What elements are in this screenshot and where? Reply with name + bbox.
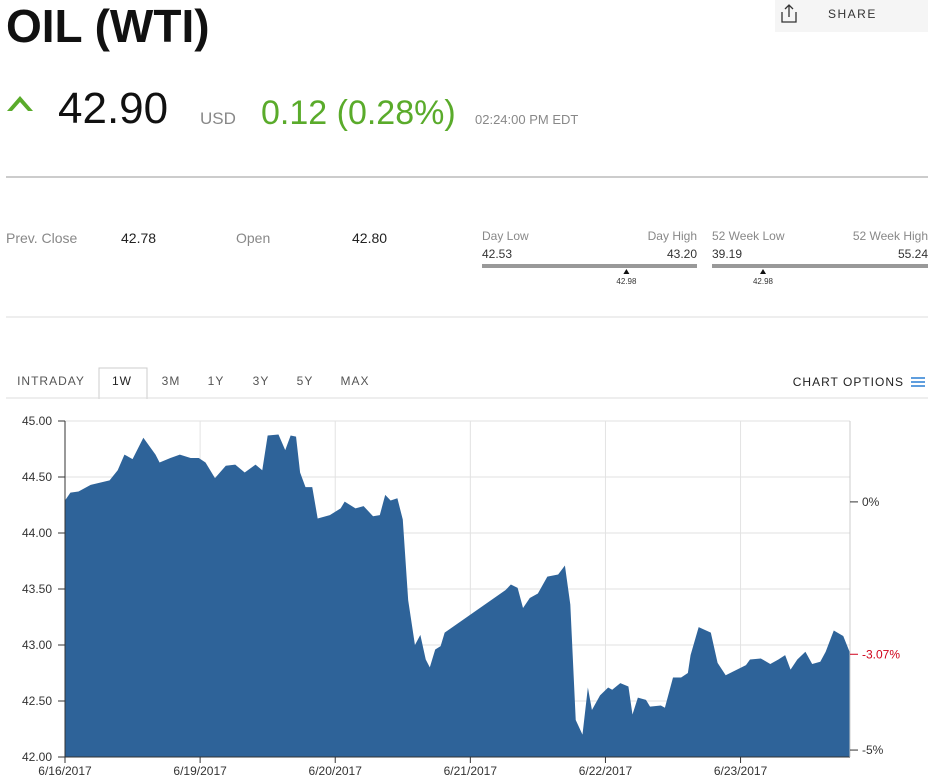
title: OIL (WTI) — [6, 0, 210, 52]
stat-value: 42.78 — [121, 230, 156, 246]
tab[interactable]: 3M — [162, 374, 181, 388]
currency: USD — [200, 109, 236, 128]
range-value: 55.24 — [898, 247, 928, 261]
tabs: INTRADAY 1W 3M 1Y 3Y 5Y MAX — [17, 367, 369, 399]
price: 42.90 — [58, 84, 168, 133]
x-tick-label: 6/19/2017 — [173, 764, 227, 778]
tab[interactable]: 1Y — [208, 374, 225, 388]
stat-label: Open — [236, 230, 270, 246]
y-tick-label: 44.00 — [22, 526, 52, 540]
x-tick-label: 6/23/2017 — [714, 764, 768, 778]
stat-label: Prev. Close — [6, 230, 78, 246]
chart-options-label: CHART OPTIONS — [793, 375, 904, 389]
share-bg — [775, 0, 928, 32]
range-marker — [760, 269, 767, 274]
range-value: 42.53 — [482, 247, 512, 261]
tab-label: 3M — [162, 374, 181, 388]
tab-label: 5Y — [297, 374, 314, 388]
range-label: 52 Week High — [853, 229, 928, 243]
tab[interactable]: INTRADAY — [17, 374, 85, 388]
tab-label: INTRADAY — [17, 374, 85, 388]
tab[interactable]: 1W — [98, 367, 148, 399]
y-tick-label: 43.50 — [22, 582, 52, 596]
tab[interactable]: 3Y — [253, 374, 270, 388]
range-marker-label: 42.98 — [753, 277, 774, 286]
x-tick-label: 6/16/2017 — [38, 764, 92, 778]
y2-marker-label: -3.07% — [862, 647, 900, 661]
time: 02:24:00 PM EDT — [475, 112, 578, 127]
change: 0.12 (0.28%) — [261, 94, 456, 132]
range-label: 52 Week Low — [712, 229, 785, 243]
tab[interactable]: 5Y — [297, 374, 314, 388]
y-tick-label: 44.50 — [22, 470, 52, 484]
range-value: 43.20 — [667, 247, 697, 261]
share-icon — [781, 4, 797, 23]
tab-label: 1W — [112, 374, 132, 388]
area — [65, 434, 850, 757]
range-label: Day Low — [482, 229, 529, 243]
chart: 42.00 42.50 43.00 43.50 44.00 44.50 45.00 6/16/… — [22, 414, 900, 778]
range-label: Day High — [648, 229, 697, 243]
y-tick-label: 42.50 — [22, 694, 52, 708]
stat-value: 42.80 — [352, 230, 387, 246]
range-bar — [712, 264, 928, 268]
tab[interactable]: MAX — [340, 374, 369, 388]
share-label: SHARE — [828, 7, 877, 21]
tab-label: 1Y — [208, 374, 225, 388]
chart-options[interactable]: CHART OPTIONS — [793, 375, 925, 389]
menu-icon — [911, 377, 925, 387]
range-bar — [482, 264, 697, 268]
y-tick-label: 43.00 — [22, 638, 52, 652]
ranges: Day Low Day High 42.53 43.20 42.98 52 Week Lo… — [482, 229, 928, 286]
x-tick-label: 6/21/2017 — [444, 764, 498, 778]
tab-active-border — [98, 367, 148, 399]
y-tick-label: 45.00 — [22, 414, 52, 428]
range-marker-label: 42.98 — [616, 277, 637, 286]
tab-label: 3Y — [253, 374, 270, 388]
x-tick-label: 6/20/2017 — [309, 764, 363, 778]
share-button[interactable]: SHARE — [775, 0, 928, 32]
range-value: 39.19 — [712, 247, 742, 261]
y2-tick-label: 0% — [862, 495, 880, 509]
y2-tick-label: -5% — [862, 743, 884, 757]
up-arrow — [7, 96, 33, 111]
range-marker — [623, 269, 630, 274]
y-tick-label: 42.00 — [22, 750, 52, 764]
tab-label: MAX — [340, 374, 369, 388]
x-tick-label: 6/22/2017 — [579, 764, 633, 778]
